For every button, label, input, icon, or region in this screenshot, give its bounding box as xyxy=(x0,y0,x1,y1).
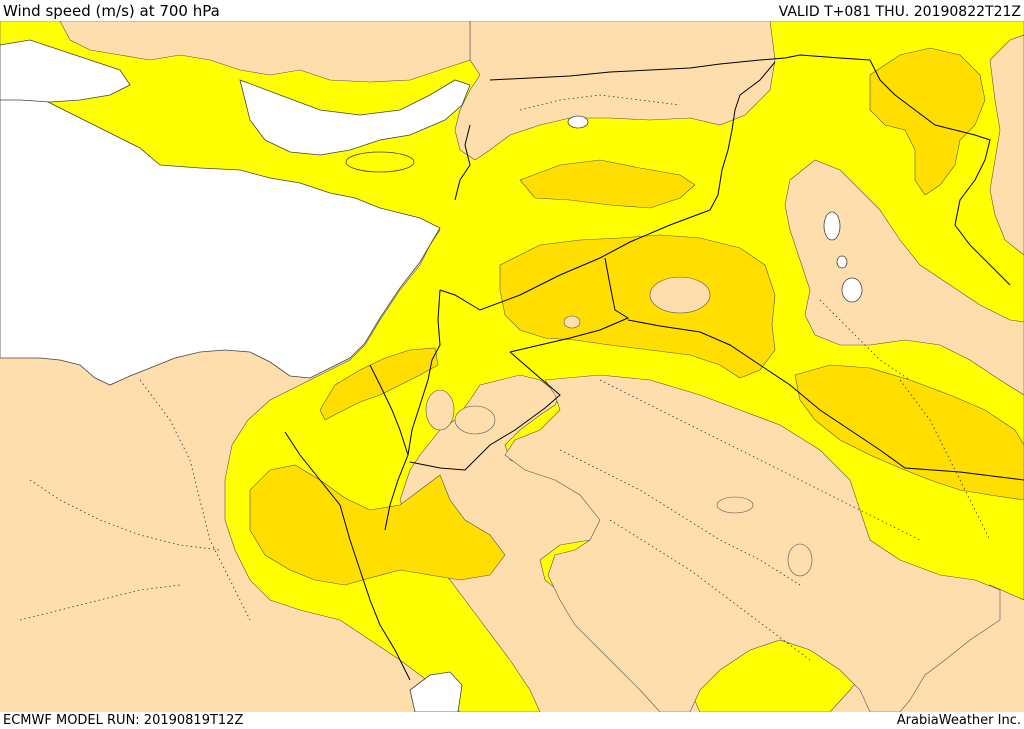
mediterranean-sea xyxy=(0,87,441,386)
wind-band-low-ne xyxy=(989,34,1024,256)
map-title: Wind speed (m/s) at 700 hPa xyxy=(3,2,220,20)
valid-time: VALID T+081 THU. 20190822T21Z xyxy=(778,4,1021,20)
wind-patch-low xyxy=(425,389,455,431)
wind-patch-low xyxy=(563,315,581,329)
wind-band-low-east xyxy=(784,159,1024,396)
wind-band-high-gulf xyxy=(794,364,1024,501)
credit-label: ArabiaWeather Inc. xyxy=(896,713,1021,728)
footer-bar xyxy=(0,712,1024,729)
wind-band-high-sinai xyxy=(249,464,506,586)
wind-band-low-aegean xyxy=(59,21,471,83)
wind-patch-low xyxy=(716,496,754,514)
model-run-label: ECMWF MODEL RUN: 20190819T12Z xyxy=(3,713,244,728)
country-borders xyxy=(284,54,1024,681)
header-bar xyxy=(0,0,1024,21)
wind-band-low-north xyxy=(454,21,776,161)
wind-speed-map[interactable] xyxy=(0,21,1024,712)
lake xyxy=(836,255,848,269)
province-borders xyxy=(19,94,991,661)
lake xyxy=(841,277,863,303)
wind-band-high-iran xyxy=(869,47,986,196)
wind-band-high-iraq xyxy=(519,159,696,209)
wind-band-low-arabia xyxy=(504,374,1001,712)
wind-patch-low xyxy=(454,405,496,435)
red-sea-south xyxy=(409,671,463,712)
lake-urmia xyxy=(823,211,841,241)
lake-van xyxy=(567,115,589,129)
wind-patch-low xyxy=(649,276,711,314)
cyprus-island xyxy=(345,151,415,173)
aegean-sea xyxy=(0,39,131,103)
cyprus-sea xyxy=(239,79,471,156)
wind-patch-low xyxy=(787,543,813,577)
